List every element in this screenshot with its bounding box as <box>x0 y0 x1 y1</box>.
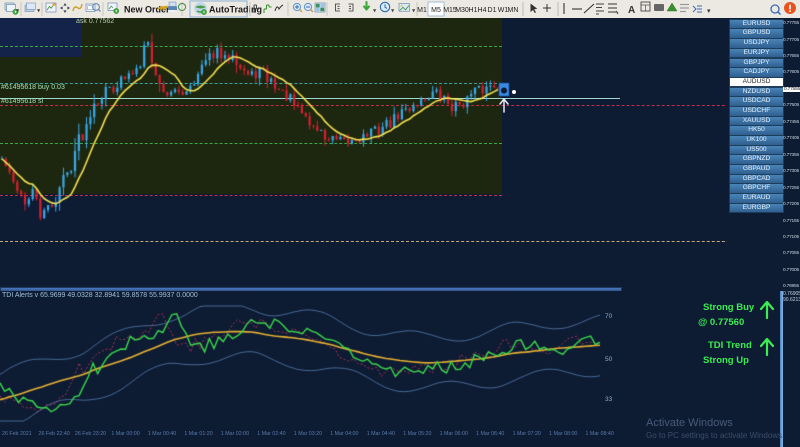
svg-text:H1: H1 <box>469 7 478 14</box>
svg-text:M5: M5 <box>431 7 441 14</box>
svg-text:A: A <box>628 5 635 16</box>
svg-text:▾: ▾ <box>412 8 416 15</box>
svg-text:H4: H4 <box>478 7 487 14</box>
svg-text:M30: M30 <box>455 7 469 14</box>
svg-text:▾: ▾ <box>37 8 41 15</box>
svg-text:▾: ▾ <box>373 8 377 15</box>
svg-text:D1: D1 <box>488 7 497 14</box>
svg-text:▾: ▾ <box>16 8 20 15</box>
svg-text:▾: ▾ <box>707 8 711 15</box>
svg-text:▾: ▾ <box>391 8 395 15</box>
svg-text:MN: MN <box>508 7 519 14</box>
svg-text:M1: M1 <box>417 7 427 14</box>
